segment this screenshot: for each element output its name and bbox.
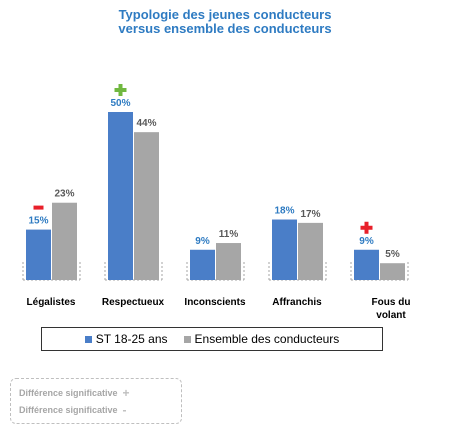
bar-ensemble-des-conducteurs-legalistes [52,202,77,280]
data-label-st-18-25-ans-fous-du-volant: 9% [359,236,374,247]
plus-icon-fous-du-volant-v [364,221,369,234]
significance-negative-row: Différence significative - [19,401,181,418]
legend-swatch-series-1 [84,335,92,343]
category-label-respectueux: Respectueux [102,297,165,308]
data-label-ensemble-des-conducteurs-inconscients: 11% [219,229,239,240]
bar-st-18-25-ans-fous-du-volant [354,249,379,280]
chart-title-line-1: Typologie des jeunes conducteurs [118,7,332,22]
chart-title-line-2: versus ensemble des conducteurs [118,21,332,36]
significance-positive-label: Différence significative [19,387,118,398]
category-label-legalistes: Légalistes [27,297,76,308]
minus-icon: - [122,402,127,417]
category-label-inconscients: Inconscients [184,297,246,308]
plus-icon-respectueux-v [118,84,123,96]
category-label-fous-du-volant-line-1: Fous du [372,297,411,308]
legend-item-series-1: ST 18-25 ans [84,332,168,346]
data-label-ensemble-des-conducteurs-fous-du-volant: 5% [385,249,400,260]
minus-icon-legalistes [33,205,44,210]
category-label-fous-du-volant-line-2: volant [376,310,406,321]
bar-ensemble-des-conducteurs-respectueux [134,132,159,280]
significance-positive-row: Différence significative + [19,384,181,401]
data-label-st-18-25-ans-respectueux: 50% [110,98,130,109]
category-label-affranchis: Affranchis [272,297,322,308]
legend-label-series-2: Ensemble des conducteurs [194,332,340,346]
data-label-st-18-25-ans-inconscients: 9% [195,236,210,247]
chart-legend: ST 18-25 ans Ensemble des conducteurs [41,327,383,351]
legend-item-series-2: Ensemble des conducteurs [183,332,340,346]
data-label-ensemble-des-conducteurs-respectueux: 44% [136,118,156,129]
significance-negative-label: Différence significative [19,404,118,415]
bar-ensemble-des-conducteurs-fous-du-volant [380,263,405,280]
bar-st-18-25-ans-affranchis [272,219,297,280]
data-label-st-18-25-ans-affranchis: 18% [274,206,294,217]
significance-legend: Différence significative + Différence si… [10,378,182,424]
bar-st-18-25-ans-legalistes [26,229,51,280]
legend-label-series-1: ST 18-25 ans [95,332,168,346]
data-label-st-18-25-ans-legalistes: 15% [28,216,48,227]
data-label-ensemble-des-conducteurs-affranchis: 17% [300,209,320,220]
bar-ensemble-des-conducteurs-affranchis [298,222,323,280]
legend-swatch-series-2 [183,335,191,343]
bar-ensemble-des-conducteurs-inconscients [216,243,241,280]
plus-icon: + [122,385,130,400]
data-label-ensemble-des-conducteurs-legalistes: 23% [54,189,74,200]
bar-st-18-25-ans-inconscients [190,249,215,280]
bar-st-18-25-ans-respectueux [108,112,133,280]
chart-title: Typologie des jeunes conducteurs versus … [0,8,450,36]
